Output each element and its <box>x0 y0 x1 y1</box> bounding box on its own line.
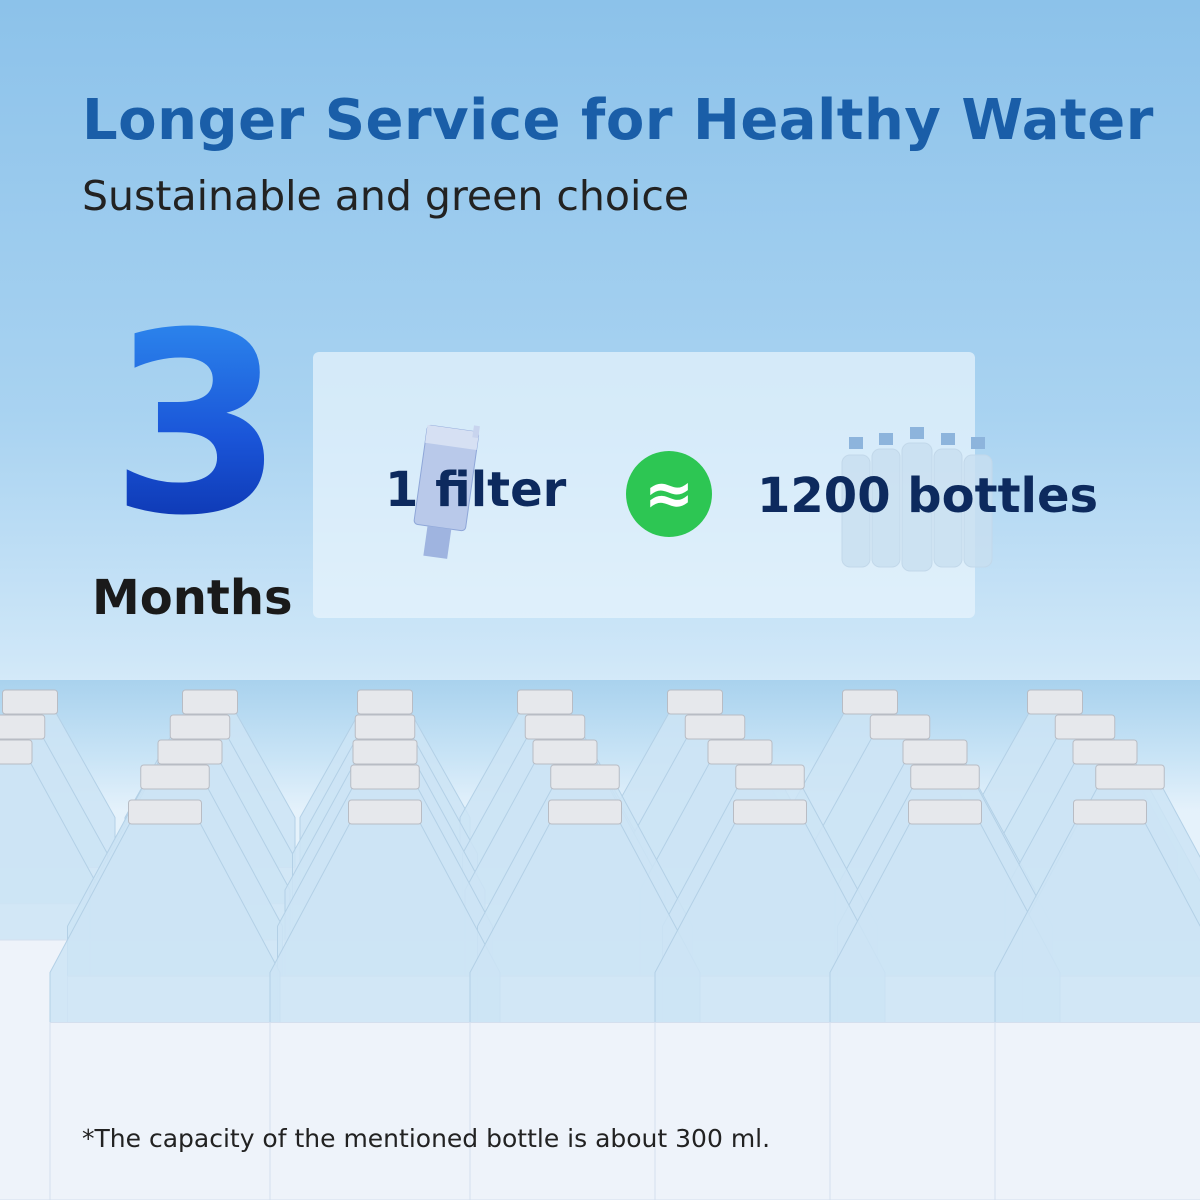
page-subtitle: Sustainable and green choice <box>82 172 690 220</box>
footnote: *The capacity of the mentioned bottle is… <box>82 1124 771 1153</box>
filter-label: 1 filter <box>385 462 567 518</box>
water-bottles-icon <box>841 427 993 572</box>
duration-number: 3 <box>110 279 284 570</box>
duration-unit: Months <box>92 570 293 626</box>
bottle <box>269 799 501 1200</box>
bottle <box>994 799 1200 1200</box>
approx-equal-icon: ≈ <box>626 451 712 537</box>
filter-cartridge-icon <box>413 424 480 559</box>
page-title: Longer Service for Healthy Water <box>82 88 1154 153</box>
bottle <box>49 799 281 1200</box>
bottles-label: 1200 bottles <box>757 468 1099 524</box>
